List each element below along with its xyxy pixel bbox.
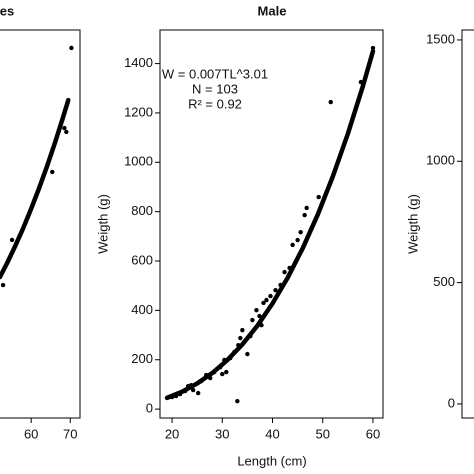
data-point [50,169,55,175]
data-point [62,125,67,131]
plot-frame [0,29,81,419]
data-point [69,45,74,51]
data-point [287,265,292,271]
data-point [264,297,269,303]
data-point [293,259,298,265]
y-tick-label: 600 [131,252,153,267]
data-point [245,351,250,357]
data-point [298,229,303,235]
plot-frame [461,29,474,419]
y-tick-label: 200 [131,351,153,366]
y-axis-label: Weigth (g) [405,194,420,254]
data-point [261,300,266,306]
plot-frame [159,29,384,419]
x-tick-label: 20 [165,426,179,441]
data-point [278,282,283,288]
data-point [290,242,295,248]
y-tick-label: 0 [448,395,455,410]
y-tick-label: 1400 [124,55,153,70]
data-point [273,287,278,293]
data-point [235,399,240,404]
data-point [308,227,313,233]
data-point [218,364,223,370]
annotation: W = 0.007TL^3.01 [162,66,268,81]
y-tick-label: 1000 [426,153,455,168]
y-tick-label: 1200 [124,104,153,119]
data-point [304,205,309,211]
data-point [232,349,237,355]
data-point [228,355,233,361]
data-point [236,342,241,348]
x-tick-label: 60 [24,426,38,441]
data-point [0,282,6,288]
data-point [254,307,259,313]
y-tick-label: 0 [146,401,153,416]
data-point [238,335,243,341]
data-point [204,372,209,378]
x-tick-label: 70 [63,426,77,441]
data-point [259,322,264,328]
x-tick-label: 30 [215,426,229,441]
data-point [328,99,333,105]
data-point [248,333,253,339]
panel-title: es [0,3,14,18]
y-axis-label: Weigth (g) [95,194,110,254]
data-point [220,371,225,377]
data-point [302,212,307,218]
x-tick-label: 40 [265,426,279,441]
data-point [9,237,15,243]
fit-curve [0,97,71,280]
data-point [358,79,364,85]
data-point [222,357,227,363]
panel-title: Male [258,3,287,18]
data-point [316,194,321,200]
data-point [177,391,183,397]
x-tick-label: 50 [315,426,329,441]
data-point [198,379,204,384]
data-point [182,388,188,394]
data-point [295,237,300,243]
y-tick-label: 1000 [124,154,153,169]
annotation: N = 103 [192,81,238,96]
x-tick-label: 60 [366,426,380,441]
y-tick-label: 1500 [426,31,455,46]
data-point [282,269,287,275]
y-tick-label: 400 [131,302,153,317]
data-point [212,369,217,375]
data-point [169,394,175,400]
x-axis-label: Length (cm) [237,453,306,468]
data-point [64,129,69,135]
data-point [370,45,376,51]
data-point [268,293,273,299]
y-tick-label: 500 [433,274,455,289]
data-point [250,317,255,323]
data-point [224,369,229,375]
data-point [173,393,179,399]
data-point [188,382,194,388]
y-tick-label: 800 [131,203,153,218]
data-point [195,390,201,396]
data-point [190,387,196,393]
data-point [242,339,247,345]
annotation: R² = 0.92 [188,96,242,111]
data-point [257,313,262,319]
data-point [208,375,213,381]
data-point [240,327,245,333]
